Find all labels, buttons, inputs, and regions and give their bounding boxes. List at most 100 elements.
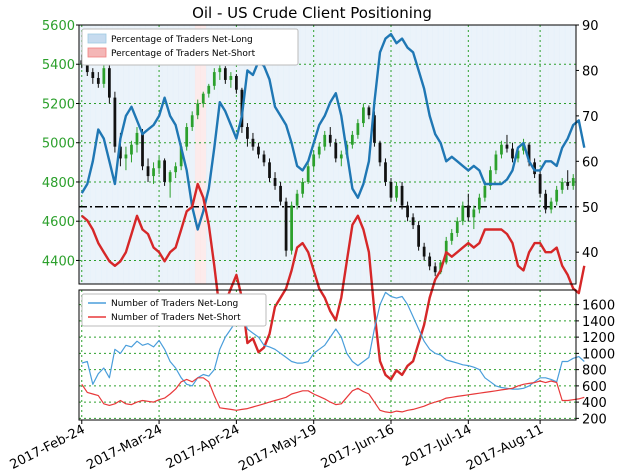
net-long-shade — [437, 25, 444, 284]
net-long-shade — [299, 25, 306, 284]
candle-body — [284, 201, 288, 251]
net-long-shade — [79, 25, 86, 284]
net-long-shade — [172, 25, 179, 284]
net-long-shade — [399, 25, 406, 284]
candle-body — [157, 160, 161, 169]
net-long-shade — [465, 25, 472, 284]
candle-body — [334, 142, 338, 159]
net-long-shade — [382, 25, 389, 284]
candle-body — [373, 115, 376, 143]
candle-body — [328, 134, 332, 143]
candle-body — [223, 68, 227, 80]
net-long-shade — [415, 25, 422, 284]
candle-body — [146, 166, 150, 177]
candle-body — [301, 181, 305, 194]
candle-body — [96, 77, 100, 84]
net-long-shade — [537, 25, 544, 284]
chart-title: Oil - US Crude Client Positioning — [192, 4, 432, 22]
net-long-shade — [542, 25, 549, 284]
legend-entry: Percentage of Traders Net-Long — [111, 35, 253, 45]
count-tick-label: 200 — [582, 412, 607, 427]
net-long-shade — [101, 25, 108, 284]
axes-frame — [78, 24, 577, 421]
net-long-shade — [393, 25, 400, 284]
count-tick-label: 400 — [582, 396, 607, 411]
candle-body — [317, 146, 321, 155]
net-long-shade — [564, 25, 571, 284]
net-long-shade — [355, 25, 362, 284]
net-long-shade — [294, 25, 301, 284]
candle-body — [560, 181, 564, 190]
candle-body — [168, 172, 172, 182]
candle-body — [130, 144, 133, 155]
candle-body — [455, 221, 459, 233]
candle-body — [417, 225, 420, 247]
net-short-shade — [194, 25, 201, 284]
candle-body — [356, 123, 360, 135]
candle-body — [163, 160, 166, 182]
candle-body — [124, 154, 128, 159]
candle-body — [141, 132, 144, 167]
candle-body — [522, 144, 525, 151]
candle-body — [367, 107, 371, 116]
net-long-shade — [404, 25, 411, 284]
candle-body — [362, 107, 365, 124]
date-tick-label: 2017-Mar-24 — [84, 422, 165, 473]
net-long-shade — [553, 25, 560, 284]
net-long-shade — [570, 25, 577, 284]
candle-body — [494, 154, 498, 171]
candle-body — [152, 168, 155, 177]
candle-body — [406, 205, 409, 218]
trader-count-lines — [81, 291, 585, 414]
candle-body — [511, 148, 514, 159]
candle-body — [555, 189, 559, 202]
candle-body — [566, 181, 570, 186]
candle-body — [196, 103, 200, 116]
candle-body — [500, 144, 503, 155]
candle-body — [378, 142, 382, 163]
net-long-shade — [106, 25, 113, 284]
candle-body — [489, 170, 492, 186]
candle-body — [422, 246, 426, 257]
candle-body — [483, 185, 487, 198]
candle-body — [273, 178, 277, 186]
net-long-shade — [432, 25, 439, 284]
net-long-shade — [448, 25, 456, 284]
candle-body — [312, 154, 316, 167]
candle-body — [323, 134, 327, 147]
candle-body — [229, 76, 233, 80]
net-long-shade — [305, 25, 312, 284]
net-long-shade — [360, 25, 367, 284]
candle-body — [339, 154, 343, 159]
net-long-swatch — [87, 33, 107, 44]
count-tick-label: 1400 — [582, 315, 615, 330]
net-long-shade — [150, 25, 157, 284]
bottom-legend: Number of Traders Net-Long Number of Trad… — [81, 293, 267, 327]
candle-body — [246, 127, 249, 139]
net-long-shade — [421, 25, 428, 284]
candle-body — [135, 132, 139, 145]
net-long-shade — [471, 25, 478, 284]
date-tick-label: 2017-Feb-24 — [8, 422, 88, 473]
legend-entry: Percentage of Traders Net-Short — [111, 49, 256, 59]
date-tick-label: 2017-Jun-16 — [319, 422, 397, 472]
net-long-shade — [244, 25, 251, 284]
candle-body — [477, 197, 481, 210]
net-long-shade — [371, 25, 378, 284]
candle-body — [428, 256, 432, 267]
candle-body — [411, 217, 415, 226]
net-long-shade — [487, 25, 494, 284]
net-long-shade — [288, 25, 295, 284]
legend-entry: Number of Traders Net-Long — [111, 299, 238, 309]
count-tick-label: 1000 — [582, 347, 615, 362]
candle-body — [544, 193, 548, 210]
net-long-shade — [84, 25, 91, 284]
candle-body — [91, 72, 95, 78]
candle-body — [207, 85, 211, 94]
price-tick-label: 4400 — [42, 254, 75, 269]
candle-body — [538, 174, 542, 194]
net-long-shade — [167, 25, 174, 284]
net-long-shade — [112, 25, 119, 284]
candle-body — [113, 97, 117, 147]
date-tick-label: 2017-Apr-24 — [164, 422, 242, 472]
